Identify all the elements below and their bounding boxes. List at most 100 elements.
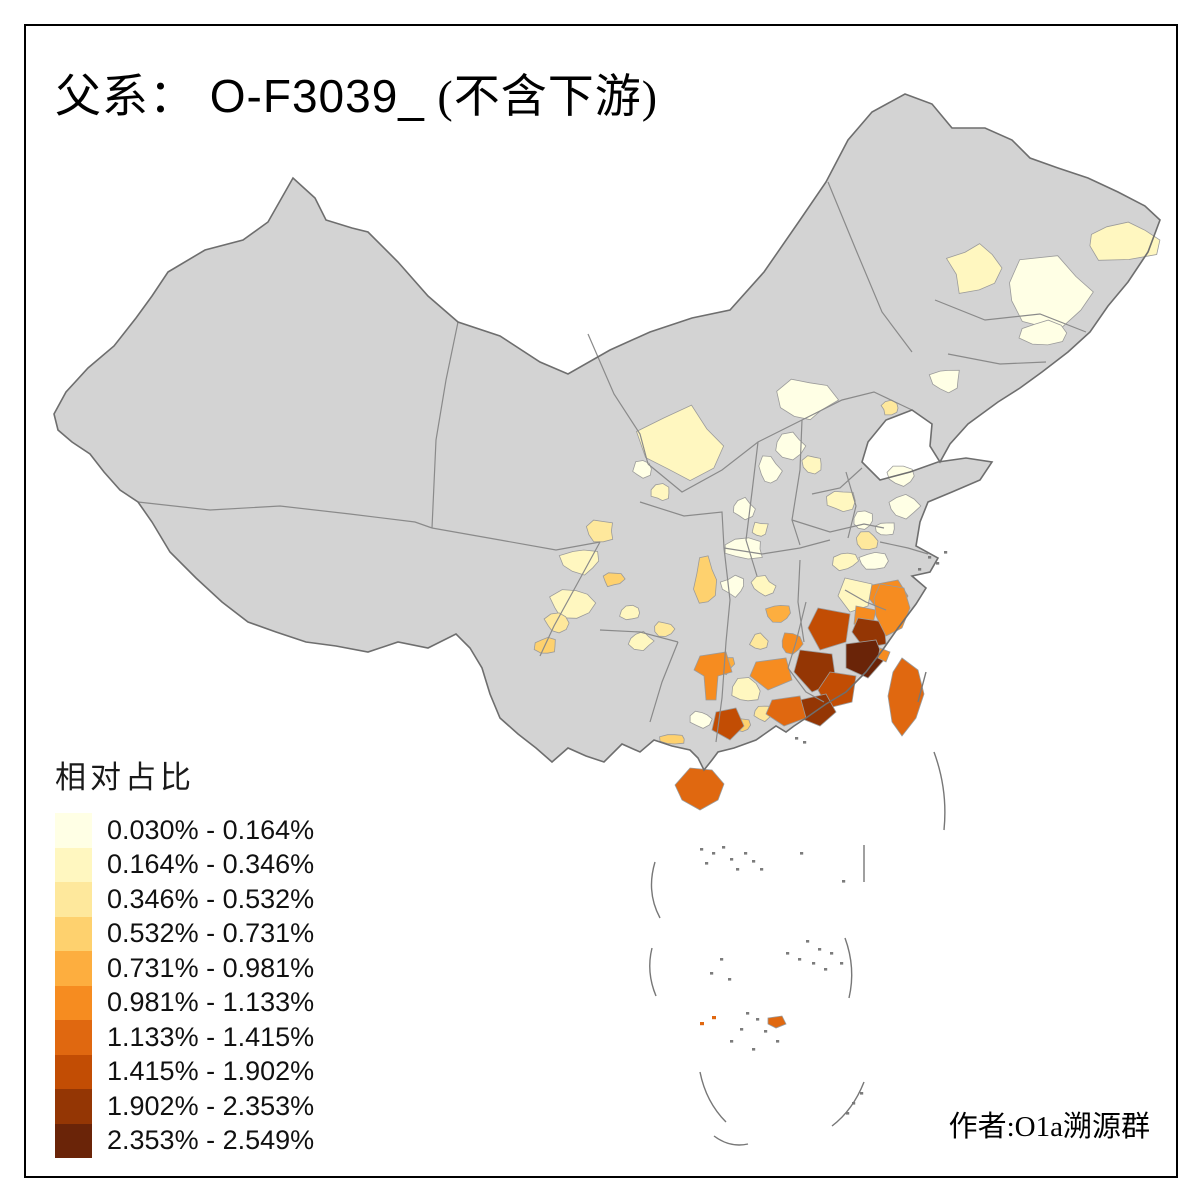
map-region-patch: [659, 734, 685, 745]
islet-dot: [728, 978, 732, 981]
islet-dot: [740, 1028, 744, 1031]
map-region-patch: [585, 519, 614, 543]
islet-dot: [795, 737, 799, 740]
map-region-patch: [801, 455, 822, 475]
islet-dot: [860, 1092, 864, 1095]
map-region-patch: [558, 549, 600, 576]
legend-swatch: [55, 847, 92, 882]
boundary-dash-fragment: [699, 1071, 727, 1123]
map-region-patch: [654, 621, 676, 637]
legend-label: 1.902% - 2.353%: [107, 1090, 315, 1121]
islet-dot: [824, 968, 828, 971]
legend-row: 0.731% - 0.981%: [55, 951, 314, 986]
islet-dot: [918, 568, 922, 571]
boundary-dash-fragment: [933, 751, 946, 831]
map-region-patch: [1018, 319, 1068, 346]
islet-dot: [803, 741, 807, 744]
legend-swatch: [55, 1123, 92, 1158]
china-mainland-shape: [54, 94, 1160, 770]
map-region-patch: [765, 604, 791, 623]
page-title: 父系： O-F3039_ (不含下游): [55, 60, 658, 126]
province-boundary-line: [947, 353, 1047, 365]
islet-dot: [712, 852, 716, 855]
boundary-dash-fragment: [649, 947, 657, 997]
legend-label: 0.164% - 0.346%: [107, 849, 315, 880]
legend-title: 相对占比: [55, 760, 195, 795]
map-region-patch: [765, 695, 807, 727]
islet-dot: [752, 860, 756, 863]
map-region-patch: [887, 657, 925, 737]
map-region-patch: [724, 537, 763, 560]
islet-dot-colored: [700, 1022, 704, 1026]
legend-swatch: [55, 1089, 92, 1124]
map-region-patch: [874, 522, 895, 536]
legend: 相对占比 0.030% - 0.164% 0.164% - 0.346% 0.346…: [55, 752, 314, 1158]
province-boundary-line: [745, 441, 759, 577]
map-region-patch: [693, 555, 718, 604]
legend-row: 1.415% - 1.902%: [55, 1054, 314, 1089]
islet-dot: [746, 1012, 750, 1015]
province-boundary-line: [539, 541, 601, 657]
legend-label: 0.731% - 0.981%: [107, 952, 315, 983]
legend-swatch: [55, 951, 92, 986]
legend-row: 0.532% - 0.731%: [55, 916, 314, 951]
china-outline: [53, 93, 1161, 772]
islet-dot: [830, 952, 834, 955]
islet-dot: [752, 1048, 756, 1051]
province-boundary-line: [845, 471, 857, 539]
province-boundary-line: [934, 299, 1087, 333]
boundary-dash-fragment: [713, 1135, 749, 1146]
map-region-patch: [749, 657, 793, 691]
province-boundary-line: [639, 501, 725, 549]
province-boundary-line: [811, 467, 863, 495]
map-region-patch: [781, 632, 804, 655]
legend-row: 0.030% - 0.164%: [55, 813, 314, 848]
islet-dot: [818, 948, 822, 951]
map-region-patch: [693, 651, 733, 701]
province-boundary-line: [787, 601, 807, 669]
province-boundary-line: [715, 641, 727, 743]
boundary-dash-fragment: [917, 671, 927, 703]
islet-dot: [944, 551, 948, 554]
province-boundary-line: [137, 501, 433, 529]
islet-dot: [720, 958, 724, 961]
map-region-patch: [928, 369, 960, 394]
islet-dot: [710, 972, 714, 975]
islet-dot: [840, 962, 844, 965]
map-region-patch: [775, 431, 807, 461]
province-boundary-line: [791, 519, 885, 533]
legend-swatch: [55, 882, 92, 917]
map-region-patch: [750, 575, 777, 597]
islet-dot: [842, 880, 846, 883]
province-boundary-line: [827, 181, 913, 353]
province-boundary-line: [647, 391, 913, 493]
map-region-patch: [826, 490, 856, 513]
map-region-patch: [1009, 255, 1094, 332]
legend-label: 0.030% - 0.164%: [107, 814, 315, 845]
map-region-patch: [543, 612, 570, 634]
province-boundary-line: [879, 541, 929, 555]
islet-dot: [736, 868, 740, 871]
map-region-patch: [858, 551, 889, 570]
map-region-patch: [767, 1015, 787, 1029]
map-region-patch: [776, 378, 840, 421]
legend-swatch: [55, 916, 92, 951]
map-region-patch: [758, 455, 783, 484]
islet-dot: [798, 958, 802, 961]
islet-dot: [730, 1040, 734, 1043]
map-region-patch: [719, 574, 745, 598]
map-region-patch: [674, 767, 725, 811]
islet-dot: [705, 862, 709, 865]
islet-dot: [936, 562, 940, 565]
province-boundary-line: [431, 527, 601, 551]
legend-row: 0.346% - 0.532%: [55, 882, 314, 917]
legend-swatch: [55, 1020, 92, 1055]
legend-row: 1.133% - 1.415%: [55, 1020, 314, 1055]
legend-label: 1.133% - 1.415%: [107, 1021, 315, 1052]
map-region-patch: [650, 483, 670, 502]
province-boundary-line: [844, 589, 887, 611]
islet-dot: [722, 846, 726, 849]
legend-swatch: [55, 813, 92, 848]
islet-dot: [760, 868, 764, 871]
